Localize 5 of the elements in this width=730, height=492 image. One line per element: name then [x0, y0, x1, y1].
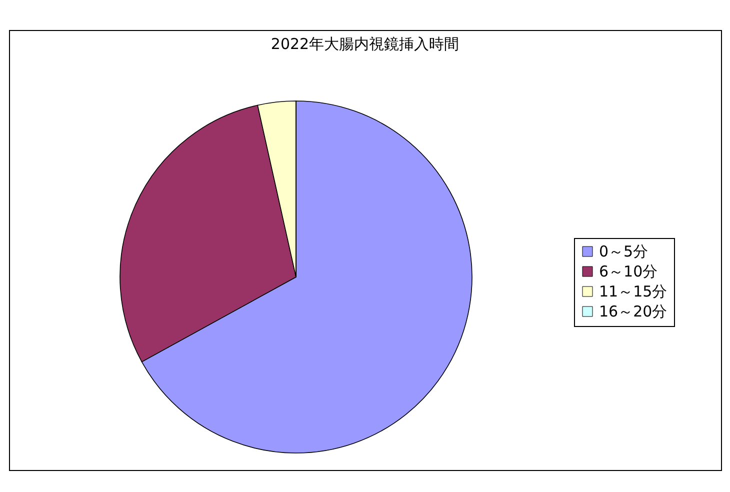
legend-label: 11～15分 [599, 282, 668, 300]
legend-label: 0～5分 [599, 242, 648, 260]
legend-label: 16～20分 [599, 302, 668, 320]
chart-title: 2022年大腸内視鏡挿入時間 [270, 35, 460, 53]
legend-label: 6～10分 [599, 262, 658, 280]
